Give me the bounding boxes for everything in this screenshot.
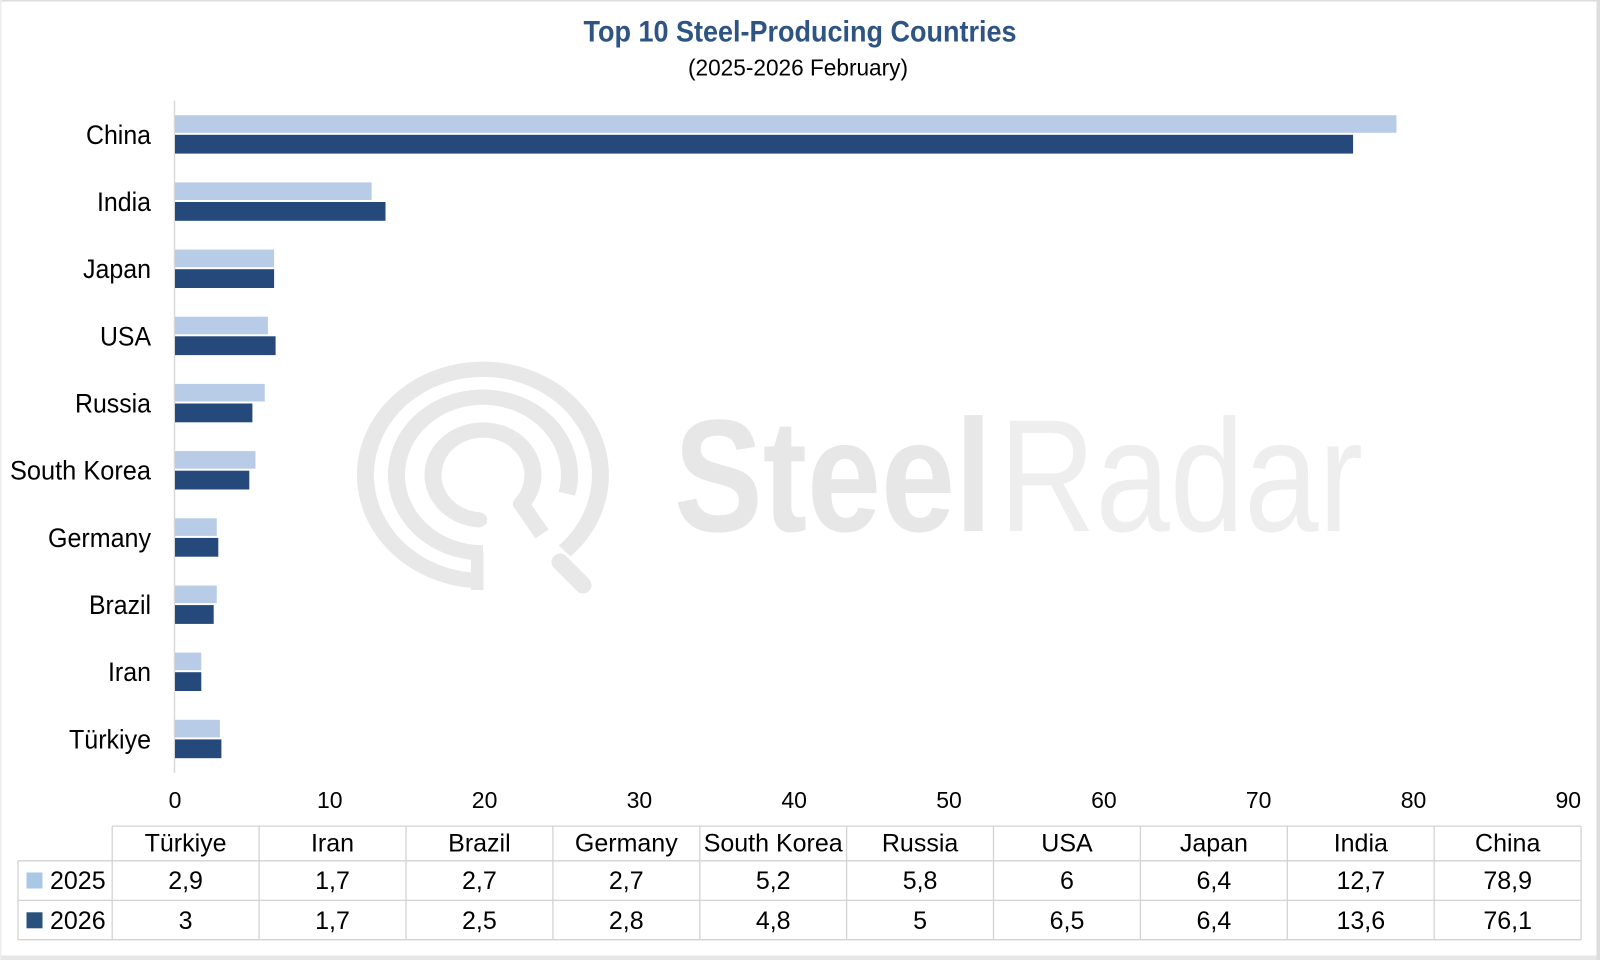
svg-text:Steel: Steel (674, 386, 992, 565)
svg-text:2,7: 2,7 (609, 867, 644, 895)
svg-text:2025: 2025 (50, 867, 106, 895)
svg-text:5: 5 (913, 907, 927, 935)
svg-text:2026: 2026 (50, 907, 106, 935)
svg-text:90: 90 (1556, 787, 1582, 813)
svg-text:Radar: Radar (999, 386, 1363, 565)
svg-text:(2025-2026 February): (2025-2026 February) (688, 55, 908, 81)
svg-text:78,9: 78,9 (1483, 867, 1532, 895)
svg-text:6,4: 6,4 (1197, 867, 1232, 895)
svg-text:6: 6 (1060, 867, 1074, 895)
svg-text:20: 20 (472, 787, 498, 813)
svg-text:13,6: 13,6 (1336, 907, 1385, 935)
svg-text:Japan: Japan (83, 254, 151, 284)
svg-text:South Korea: South Korea (10, 456, 152, 486)
svg-text:2,7: 2,7 (462, 867, 497, 895)
svg-text:6,5: 6,5 (1050, 907, 1085, 935)
svg-text:60: 60 (1091, 787, 1117, 813)
svg-text:Russia: Russia (882, 830, 959, 858)
svg-text:Iran: Iran (108, 657, 151, 687)
svg-text:China: China (1475, 830, 1540, 858)
svg-text:Türkiye: Türkiye (145, 830, 227, 858)
svg-text:Brazil: Brazil (89, 590, 151, 620)
svg-text:30: 30 (627, 787, 653, 813)
svg-text:Top 10 Steel-Producing Countri: Top 10 Steel-Producing Countries (584, 16, 1017, 49)
svg-text:2,5: 2,5 (462, 907, 497, 935)
svg-text:Iran: Iran (311, 830, 354, 858)
svg-text:2,8: 2,8 (609, 907, 644, 935)
svg-text:4,8: 4,8 (756, 907, 791, 935)
svg-text:1,7: 1,7 (315, 867, 350, 895)
svg-text:1,7: 1,7 (315, 907, 350, 935)
svg-text:India: India (1334, 830, 1388, 858)
svg-text:6,4: 6,4 (1197, 907, 1232, 935)
svg-text:Brazil: Brazil (448, 830, 511, 858)
svg-text:10: 10 (317, 787, 343, 813)
svg-text:USA: USA (100, 321, 151, 351)
svg-text:India: India (97, 187, 152, 217)
svg-text:Germany: Germany (48, 523, 151, 553)
svg-text:80: 80 (1401, 787, 1427, 813)
svg-text:5,8: 5,8 (903, 867, 938, 895)
svg-text:3: 3 (179, 907, 193, 935)
svg-text:Türkiye: Türkiye (69, 724, 151, 754)
svg-text:0: 0 (169, 787, 182, 813)
svg-text:Germany: Germany (575, 830, 678, 858)
svg-text:76,1: 76,1 (1483, 907, 1532, 935)
svg-text:Russia: Russia (75, 389, 152, 419)
svg-text:China: China (86, 120, 152, 150)
svg-text:Japan: Japan (1180, 830, 1248, 858)
svg-text:2,9: 2,9 (168, 867, 203, 895)
svg-text:South Korea: South Korea (704, 830, 843, 858)
svg-text:50: 50 (936, 787, 962, 813)
svg-text:40: 40 (781, 787, 807, 813)
svg-text:5,2: 5,2 (756, 867, 791, 895)
svg-text:USA: USA (1041, 830, 1093, 858)
svg-text:70: 70 (1246, 787, 1272, 813)
svg-text:12,7: 12,7 (1336, 867, 1385, 895)
